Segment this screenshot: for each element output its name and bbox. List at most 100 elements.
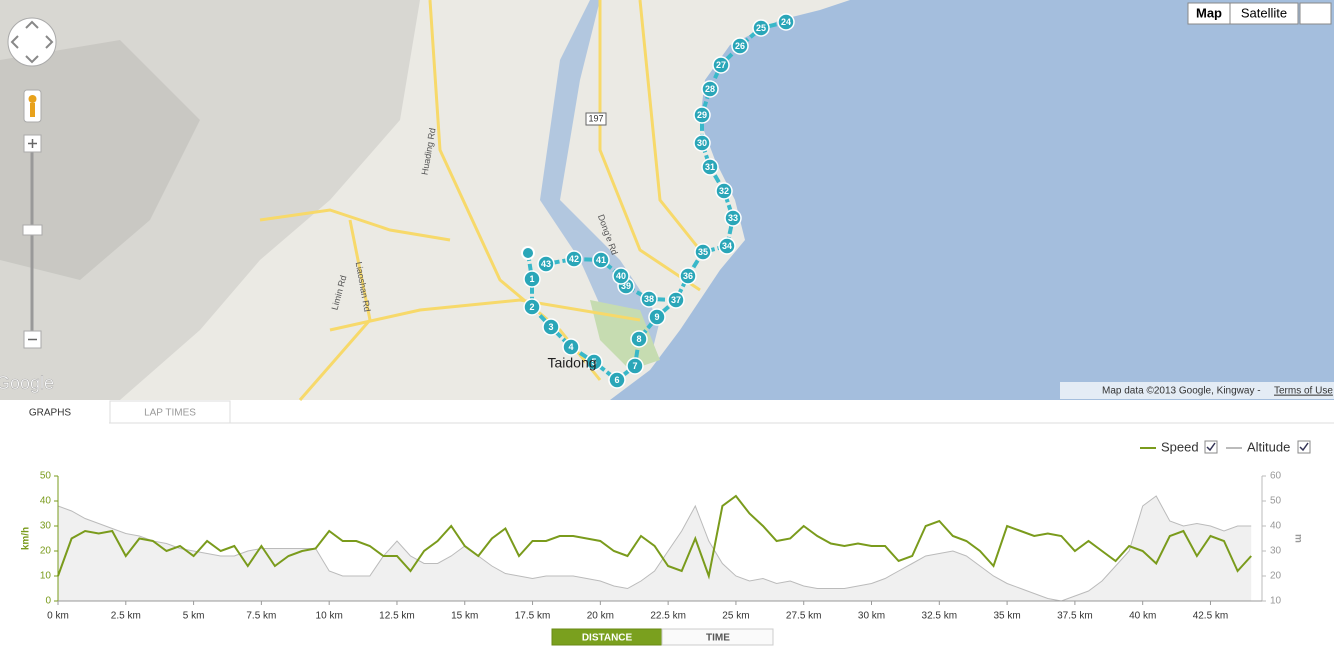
y-axis-label: km/h (21, 527, 32, 550)
marker-label: 34 (722, 241, 732, 251)
x-tick-label: 35 km (993, 611, 1020, 622)
marker-label: 9 (654, 312, 659, 322)
y-tick-label: 50 (40, 471, 52, 482)
button-label: TIME (706, 633, 730, 644)
checkmark (1206, 442, 1216, 452)
altitude-line (57, 495, 1252, 602)
tab[interactable] (109, 400, 231, 424)
x-tick-label: 2.5 km (111, 611, 141, 622)
park (590, 300, 660, 370)
route-marker[interactable] (537, 255, 555, 273)
road (329, 298, 641, 332)
route-marker[interactable] (715, 182, 733, 200)
marker-label: 32 (719, 186, 729, 196)
route-marker[interactable] (626, 357, 644, 375)
altitude-area (58, 496, 1252, 601)
route-marker[interactable] (752, 19, 770, 37)
chart: 0 10 20 30 40 50 10 20 30 40 50 60 0 km 2.5 km 5 km 7.5… (21, 439, 1311, 622)
route-marker[interactable] (679, 267, 697, 285)
route-marker[interactable] (648, 308, 666, 326)
marker-label: 36 (683, 271, 693, 281)
marker-label: 27 (716, 60, 726, 70)
route-marker[interactable] (712, 56, 730, 74)
legend-label: Altitude (1247, 439, 1290, 454)
legend-checkbox[interactable] (1204, 440, 1218, 454)
route-marker[interactable] (565, 250, 583, 268)
route-marker[interactable] (562, 338, 580, 356)
marker-label: 41 (596, 255, 606, 265)
marker-label: 40 (616, 271, 626, 281)
x-tick-label: 5 km (183, 611, 205, 622)
y-tick-label: 40 (40, 496, 52, 507)
y2-tick-label: 10 (1270, 596, 1282, 607)
marker-label: 2 (529, 302, 534, 312)
route-marker[interactable] (630, 330, 648, 348)
tab-active[interactable] (0, 401, 109, 424)
y2-tick-label: 30 (1270, 546, 1282, 557)
tab-label: LAP TIMES (144, 408, 196, 419)
x-tick-label: 0 km (47, 611, 69, 622)
x-tick-label: 42.5 km (1193, 611, 1229, 622)
pan-control[interactable] (7, 17, 57, 67)
plus-icon (28, 139, 37, 148)
route-shield (585, 112, 607, 126)
route-marker[interactable] (640, 290, 658, 308)
route-marker[interactable] (612, 267, 630, 285)
marker-label: 1 (529, 274, 534, 284)
marker-label: 42 (569, 254, 579, 264)
route-marker[interactable] (523, 298, 541, 316)
route-marker[interactable] (592, 251, 610, 269)
terms-link[interactable]: Terms of Use (1274, 386, 1333, 397)
x-tick-label: 12.5 km (379, 611, 415, 622)
marker-label: 37 (671, 295, 681, 305)
mountains (0, 40, 200, 280)
route-marker[interactable] (694, 243, 712, 261)
y2-tick-label: 40 (1270, 521, 1282, 532)
marker-label: 33 (728, 213, 738, 223)
marker-label: 35 (698, 247, 708, 257)
road (298, 219, 372, 401)
attribution-bg (1060, 382, 1334, 399)
satellite-button[interactable] (1229, 2, 1299, 25)
y-tick-label: 20 (40, 546, 52, 557)
time-button[interactable] (661, 628, 774, 646)
route-marker[interactable] (724, 209, 742, 227)
marker-label: 8 (636, 334, 641, 344)
x-tick-label: 10 km (316, 611, 343, 622)
route-marker[interactable] (701, 158, 719, 176)
x-tick-label: 40 km (1129, 611, 1156, 622)
marker-label: 5 (591, 357, 596, 367)
legend-checkbox[interactable] (1297, 440, 1311, 454)
x-tick-label: 17.5 km (515, 611, 551, 622)
route-marker[interactable] (667, 291, 685, 309)
x-tick-label: 30 km (858, 611, 885, 622)
route-marker[interactable] (701, 80, 719, 98)
route-marker[interactable] (693, 134, 711, 152)
route-marker[interactable] (585, 353, 603, 371)
x-tick-label: 15 km (451, 611, 478, 622)
marker-label: 39 (621, 281, 631, 291)
road-label: 197 (588, 113, 603, 123)
google-logo: Google (0, 373, 54, 393)
road (259, 208, 451, 242)
route-marker[interactable] (693, 106, 711, 124)
satellite-button-label: Satellite (1241, 5, 1287, 20)
route-marker[interactable] (542, 318, 560, 336)
tab-label: GRAPHS (29, 408, 72, 419)
route-marker[interactable] (718, 237, 736, 255)
fullscreen-button[interactable] (1299, 2, 1332, 25)
road (638, 0, 702, 251)
zoom-slider[interactable] (22, 224, 43, 236)
x-tick-label: 27.5 km (786, 611, 822, 622)
route-marker[interactable] (731, 37, 749, 55)
route-marker[interactable] (523, 270, 541, 288)
attribution: Map data ©2013 Google, Kingway - (1102, 386, 1261, 397)
y2-tick-label: 60 (1270, 471, 1282, 482)
start-marker (521, 246, 535, 260)
route-marker[interactable] (777, 13, 795, 31)
marker-label: 43 (541, 259, 551, 269)
x-tick-label: 37.5 km (1057, 611, 1093, 622)
route-marker[interactable] (608, 371, 626, 389)
